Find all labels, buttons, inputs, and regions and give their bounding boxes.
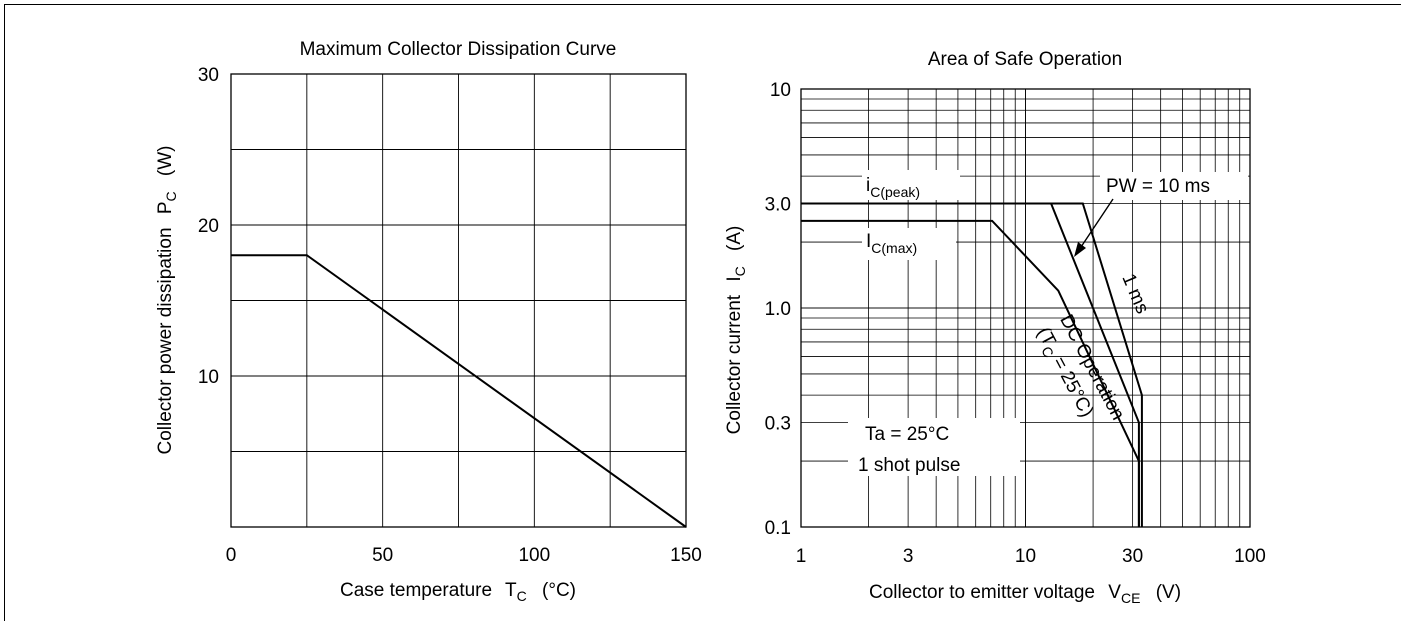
x-tick-label: 150	[670, 545, 702, 566]
y-axis-symbol: I	[724, 276, 745, 281]
label-bg	[862, 170, 960, 200]
x-axis-symbol: T	[505, 580, 517, 601]
dissipation-chart: Maximum Collector Dissipation Curve 0 50 1…	[155, 39, 702, 606]
pw-arrow-line	[1078, 198, 1114, 251]
x-tick-label: 3	[903, 546, 914, 567]
x-tick-label: 10	[1015, 546, 1036, 567]
safe-operation-chart: Area of Safe Operation 1 3 10 30 100 0.1 0.3 1…	[724, 49, 1266, 608]
chart-title: Maximum Collector Dissipation Curve	[300, 39, 617, 60]
x-axis-unit: (°C)	[542, 580, 576, 601]
label-bg	[848, 418, 1020, 476]
ic-max-label: IC(max)	[866, 231, 917, 256]
plot-frame	[800, 88, 1251, 528]
x-tick-labels: 1 3 10 30 100	[796, 546, 1266, 567]
x-tick-label: 100	[518, 545, 550, 566]
x-tick-label: 50	[372, 545, 393, 566]
plot-frame	[230, 73, 687, 528]
y-axis-subscript: C	[732, 266, 748, 276]
x-axis-name: Case temperature	[340, 580, 492, 601]
y-tick-labels: 0.1 0.3 1.0 3.0 10	[765, 80, 791, 539]
y-tick-label: 10	[198, 367, 219, 388]
figure-frame	[4, 4, 1401, 621]
label-bg	[1100, 172, 1248, 200]
series-group	[231, 254, 687, 528]
y-axis-name: Collector power dissipation	[155, 227, 176, 454]
x-tick-label: 1	[796, 546, 807, 567]
y-tick-label: 1.0	[765, 299, 791, 320]
ta-label: Ta = 25°C	[865, 424, 949, 445]
x-tick-label: 30	[1122, 546, 1143, 567]
label-bg	[862, 228, 956, 260]
x-tick-label: 0	[226, 545, 237, 566]
y-tick-label: 0.1	[765, 518, 791, 539]
pw-label: PW = 10 ms	[1106, 176, 1210, 197]
series-line	[801, 202, 1143, 527]
y-axis-unit: (A)	[724, 226, 745, 251]
series-line	[231, 254, 687, 528]
y-axis-name: Collector current	[724, 294, 745, 434]
y-tick-label: 10	[770, 80, 791, 101]
y-tick-labels: 10 20 30	[198, 65, 219, 388]
y-tick-label: 0.3	[765, 414, 791, 435]
y-tick-label: 3.0	[765, 195, 791, 216]
y-axis-subscript: C	[163, 191, 179, 201]
grid	[230, 73, 687, 528]
y-axis-label: Collector power dissipation PC (W)	[155, 145, 181, 454]
x-tick-label: 100	[1234, 546, 1266, 567]
y-tick-label: 20	[198, 216, 219, 237]
x-axis-unit: (V)	[1156, 582, 1181, 603]
x-axis-subscript: C	[517, 588, 527, 604]
one-ms-label: 1 ms	[1117, 271, 1152, 317]
x-axis-subscript: CE	[1121, 590, 1140, 606]
y-axis-unit: (W)	[155, 145, 176, 176]
pw-arrow-head	[1074, 242, 1086, 257]
y-tick-label: 30	[198, 65, 219, 86]
x-tick-labels: 0 50 100 150	[226, 545, 702, 566]
series-group	[801, 202, 1143, 527]
x-axis-label: Collector to emitter voltage VCE (V)	[869, 582, 1181, 608]
x-axis-label: Case temperature TC (°C)	[340, 580, 576, 606]
x-axis-symbol: V	[1108, 582, 1121, 603]
chart-title: Area of Safe Operation	[928, 49, 1122, 70]
x-axis-name: Collector to emitter voltage	[869, 582, 1095, 603]
ic-peak-label: iC(peak)	[866, 175, 920, 200]
shot-label: 1 shot pulse	[858, 455, 960, 476]
y-axis-symbol: P	[155, 201, 176, 214]
y-axis-label: Collector current IC (A)	[724, 226, 750, 435]
